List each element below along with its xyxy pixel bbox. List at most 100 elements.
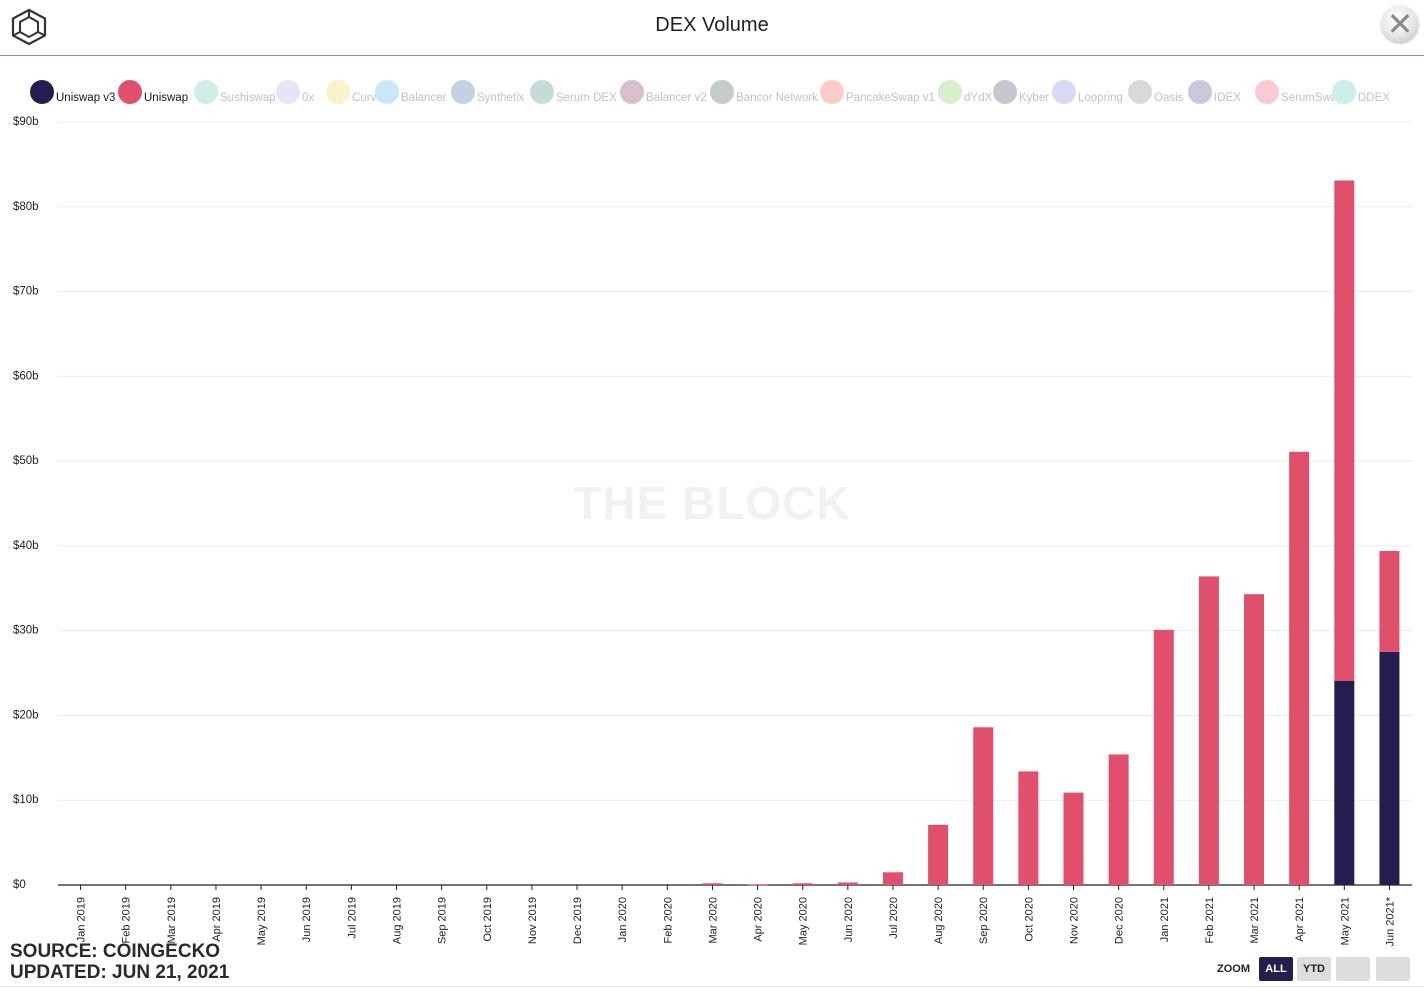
legend-swatch	[710, 80, 734, 104]
legend-label: Balancer	[401, 92, 447, 104]
x-tick-label: Jun 2020	[843, 897, 855, 942]
legend-swatch	[938, 80, 962, 104]
x-tick-label: Nov 2020	[1069, 897, 1081, 944]
x-tick-label: Dec 2020	[1114, 897, 1126, 944]
x-tick-label: Sep 2020	[978, 897, 990, 944]
bar-uniswap	[747, 884, 768, 886]
y-tick-label: $20b	[13, 709, 39, 721]
updated-text: UPDATED: JUN 21, 2021	[10, 962, 230, 983]
zoom-button-ytd[interactable]: YTD	[1297, 957, 1331, 981]
y-tick-label: $80b	[13, 201, 39, 213]
y-tick-label: $50b	[13, 455, 39, 467]
x-tick-label: Feb 2019	[121, 897, 133, 943]
x-tick-label: Jun 2019	[301, 897, 313, 942]
bar-uniswap	[973, 727, 994, 885]
x-tick-label: Dec 2019	[572, 897, 584, 944]
x-tick-label: Apr 2020	[753, 897, 765, 942]
bar-uniswap	[1018, 771, 1039, 885]
x-tick-label: May 2019	[256, 897, 268, 945]
bar-uniswap	[882, 872, 903, 885]
x-tick-label: Jul 2020	[888, 897, 900, 939]
bar-uniswap	[837, 882, 858, 885]
legend-swatch	[1128, 80, 1152, 104]
zoom-button-all[interactable]: ALL	[1259, 957, 1293, 981]
legend-label: Serum DEX	[556, 92, 617, 104]
x-tick-label: Jan 2021	[1159, 897, 1171, 942]
bar-uniswap	[1108, 754, 1129, 885]
legend-swatch	[1188, 80, 1212, 104]
source-note: SOURCE: COINGECKO UPDATED: JUN 21, 2021	[10, 941, 229, 983]
y-tick-label: $70b	[13, 286, 39, 298]
x-tick-label: Oct 2019	[482, 897, 494, 942]
page-title: DEX Volume	[655, 14, 769, 36]
legend-label: PancakeSwap v1	[846, 92, 935, 104]
zoom-button-blank-2[interactable]	[1336, 957, 1370, 981]
legend-swatch	[326, 80, 350, 104]
bar-uniswap	[928, 824, 949, 885]
legend-swatch	[276, 80, 300, 104]
bar-uniswap	[1379, 550, 1400, 652]
legend-swatch	[375, 80, 399, 104]
legend-label: Synthetix	[477, 92, 525, 104]
legend-swatch	[530, 80, 554, 104]
legend-label: IDEX	[1214, 92, 1241, 104]
legend-swatch	[30, 80, 54, 104]
bar-uniswap-v3	[1379, 651, 1400, 885]
x-tick-label: Jan 2019	[76, 897, 88, 942]
legend-swatch	[620, 80, 644, 104]
x-tick-label: Feb 2021	[1204, 897, 1216, 943]
watermark: THE BLOCK	[573, 477, 851, 529]
x-tick-label: Aug 2020	[933, 897, 945, 944]
legend-label: Bancor Network	[736, 92, 818, 104]
bar-uniswap-v3	[1334, 680, 1355, 885]
x-tick-label: May 2021	[1339, 897, 1351, 945]
x-tick-label: Feb 2020	[662, 897, 674, 943]
x-tick-label: Jan 2020	[617, 897, 629, 942]
cube-logo-icon[interactable]	[10, 8, 48, 46]
chart-legend: Uniswap v3 Uniswap Sushiswap 0x Curve Balance…	[30, 78, 1424, 108]
legend-label: Oasis	[1154, 92, 1184, 104]
close-icon: ✕	[1386, 6, 1414, 42]
y-tick-label: $90b	[13, 116, 39, 128]
bar-uniswap	[1289, 451, 1310, 885]
y-tick-label: $40b	[13, 540, 39, 552]
legend-swatch	[820, 80, 844, 104]
divider	[0, 986, 1424, 987]
legend-label: Uniswap v3	[56, 92, 116, 104]
bar-uniswap	[1334, 180, 1355, 681]
legend-swatch	[993, 80, 1017, 104]
x-tick-label: Apr 2019	[211, 897, 223, 942]
legend-label: SerumSwap	[1281, 92, 1344, 104]
x-tick-label: May 2020	[798, 897, 810, 945]
legend-swatch	[1332, 80, 1356, 104]
x-tick-label: Sep 2019	[437, 897, 449, 944]
source-text: SOURCE: COINGECKO	[10, 941, 221, 962]
x-tick-label: Mar 2019	[166, 897, 178, 943]
legend-swatch	[194, 80, 218, 104]
bar-uniswap	[702, 883, 723, 885]
x-tick-label: Apr 2021	[1294, 897, 1306, 942]
legend-label: Balancer v2	[646, 92, 707, 104]
x-tick-label: Jun 2021*	[1384, 896, 1396, 946]
close-button[interactable]: ✕	[1382, 6, 1418, 42]
legend-swatch	[1255, 80, 1279, 104]
x-tick-label: Aug 2019	[392, 897, 404, 944]
y-tick-label: $10b	[13, 794, 39, 806]
legend-label: DDEX	[1358, 92, 1390, 104]
bar-uniswap	[1153, 629, 1174, 885]
x-tick-label: Oct 2020	[1023, 897, 1035, 942]
bar-uniswap	[1198, 576, 1219, 885]
bar-uniswap	[1063, 792, 1084, 885]
legend-swatch	[118, 80, 142, 104]
bar-uniswap	[792, 883, 813, 885]
bar-uniswap	[1244, 594, 1265, 885]
zoom-label: ZOOM	[1217, 963, 1250, 975]
x-tick-label: Mar 2020	[707, 897, 719, 943]
legend-swatch	[1052, 80, 1076, 104]
chart-header: DEX Volume ✕	[0, 0, 1424, 56]
y-tick-label: $0	[13, 879, 26, 891]
y-tick-label: $30b	[13, 625, 39, 637]
x-tick-label: Jul 2019	[346, 897, 358, 939]
legend-swatch	[451, 80, 475, 104]
zoom-button-blank-3[interactable]	[1376, 957, 1410, 981]
